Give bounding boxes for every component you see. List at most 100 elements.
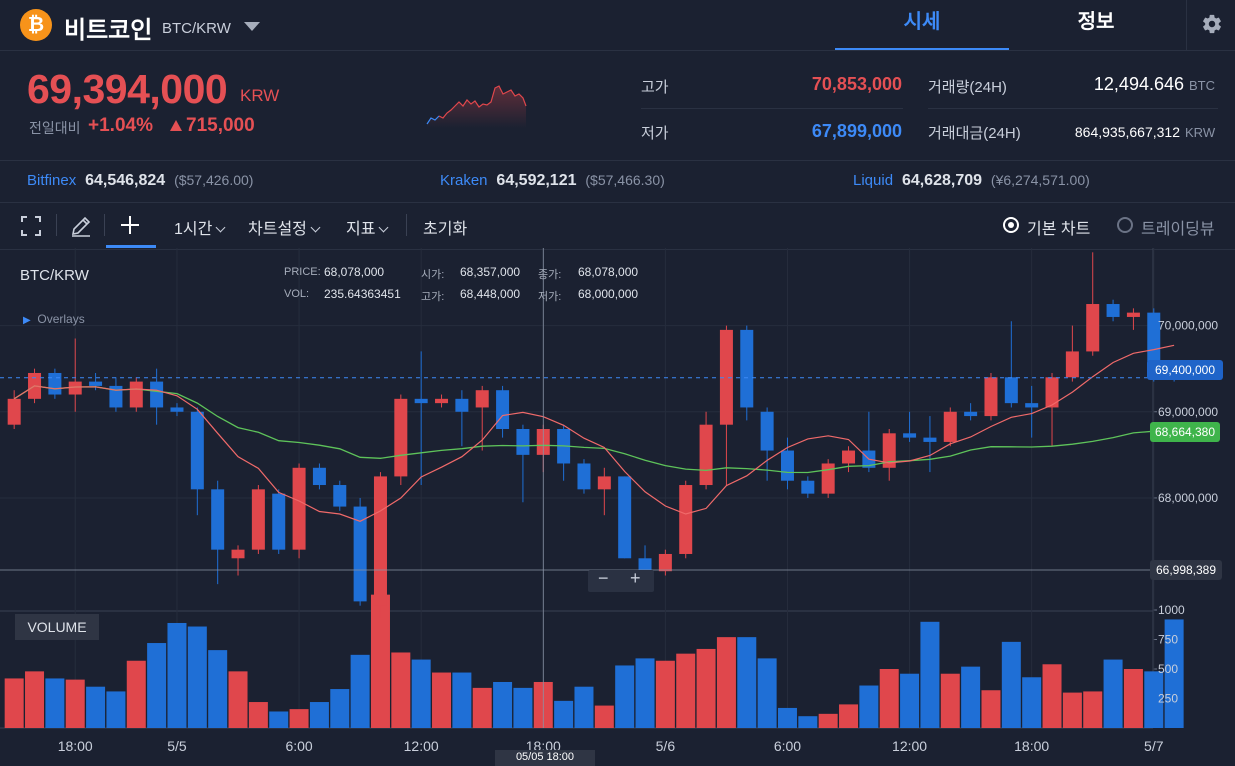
volume-bar: [1103, 659, 1123, 728]
high-value: 70,853,000: [811, 74, 902, 94]
volume-bar: [330, 689, 350, 728]
volume-bar: [269, 711, 289, 728]
exchange-bitfinex: Bitfinex 64,546,824 ($57,426.00): [27, 172, 253, 190]
candle-body: [780, 450, 794, 481]
volume-bar: [879, 669, 899, 728]
candle-body: [312, 467, 326, 486]
price-sparkline: [426, 85, 527, 128]
price-tick-label: 69,000,000: [1158, 405, 1218, 419]
chevron-down-icon: [310, 222, 321, 233]
candle-body: [211, 489, 225, 550]
candle-body: [842, 450, 856, 464]
price-tick-label: 68,000,000: [1158, 491, 1218, 505]
volume-bar: [818, 713, 838, 728]
volume-bar: [920, 621, 940, 728]
info-high-value: 68,448,000: [460, 287, 521, 301]
basic-chart-label[interactable]: 기본 차트: [1027, 221, 1091, 238]
volume-bar: [1164, 619, 1184, 728]
candle-body: [821, 463, 835, 494]
indicators-label: 지표: [346, 221, 376, 238]
chart-settings-dropdown[interactable]: 차트설정: [248, 215, 321, 239]
candle-body: [801, 480, 815, 494]
volume-bar: [859, 685, 879, 728]
low-value: 67,899,000: [811, 121, 902, 141]
time-tick-label: 5/5: [167, 738, 187, 754]
indicators-dropdown[interactable]: 지표: [346, 215, 389, 239]
info-close-label: 종가:: [538, 269, 562, 281]
candle-body: [903, 433, 917, 438]
candle-body: [984, 377, 998, 417]
pair-dropdown-caret-icon[interactable]: [244, 22, 260, 31]
candle-body: [190, 411, 204, 490]
price-tick-label: 70,000,000: [1158, 319, 1218, 333]
volume-bar: [757, 658, 777, 728]
exchange-usd: (¥6,274,571.00): [990, 172, 1090, 188]
volume-bar: [228, 671, 248, 728]
ma-value-tag: 68,664,380: [1150, 422, 1220, 442]
overlays-label: Overlays: [37, 312, 85, 326]
candle-body: [129, 381, 143, 408]
play-triangle-icon: ▶: [23, 315, 31, 326]
volume-bar: [716, 637, 736, 728]
tab-info[interactable]: 정보: [1077, 11, 1115, 33]
interval-dropdown[interactable]: 1시간: [174, 215, 226, 239]
volume-bar: [432, 672, 452, 728]
zoom-in-button[interactable]: +: [630, 568, 641, 588]
candle-body: [394, 398, 408, 477]
tab-price[interactable]: 시세: [835, 0, 1009, 50]
candle-body: [1126, 312, 1140, 317]
current-price: 69,394,000: [27, 66, 228, 112]
price-chart[interactable]: 70,000,000 69,000,000 68,000,000 1000 750 500…: [0, 248, 1235, 763]
exchange-price: 64,628,709: [901, 172, 983, 189]
volume-bar: [147, 643, 167, 728]
candle-body: [760, 411, 774, 451]
toolbar-divider: [56, 214, 57, 236]
toolbar-divider: [406, 214, 407, 236]
volume-bar: [167, 622, 187, 728]
reset-button[interactable]: 초기화: [423, 221, 468, 238]
overlays-toggle[interactable]: ▶ Overlays: [23, 312, 85, 326]
low-label: 저가: [641, 125, 669, 142]
tradingview-radio[interactable]: [1117, 217, 1133, 233]
crosshair-icon[interactable]: [120, 215, 140, 235]
volume-bar: [1062, 692, 1082, 728]
section-divider: [0, 160, 1235, 161]
info-low-value: 68,000,000: [578, 287, 639, 301]
volume-bar: [45, 678, 65, 728]
stat-divider: [928, 108, 1218, 109]
volume-bar: [655, 660, 675, 728]
info-vol-label: VOL:: [284, 288, 310, 300]
volume-tick-label: 1000: [1158, 603, 1185, 617]
active-tool-indicator: [106, 245, 156, 248]
coin-pair[interactable]: BTC/KRW: [162, 20, 231, 37]
fullscreen-icon[interactable]: [21, 216, 41, 236]
volume-bar: [940, 673, 960, 728]
info-vol-value: 235.64363451: [324, 287, 401, 301]
tradingview-label[interactable]: 트레이딩뷰: [1141, 221, 1215, 238]
info-price-label: PRICE:: [284, 266, 321, 278]
candle-body: [475, 390, 489, 408]
candle-body: [414, 398, 428, 404]
candle-body: [1004, 377, 1018, 404]
exchange-name: Bitfinex: [27, 172, 77, 189]
basic-chart-radio[interactable]: [1003, 217, 1019, 233]
candle-body: [353, 506, 367, 602]
volume-bar: [594, 705, 614, 728]
volume-24h-value: 12,494.646: [1093, 74, 1184, 94]
pencil-icon[interactable]: [70, 215, 92, 237]
coin-name[interactable]: 비트코인: [64, 17, 153, 44]
zoom-out-button[interactable]: −: [598, 568, 609, 588]
chart-toolbar: [0, 202, 1235, 250]
price-unit: KRW: [240, 86, 280, 105]
volume-bar: [1083, 691, 1103, 728]
turnover-24h-unit: KRW: [1185, 125, 1216, 140]
candle-body: [577, 463, 591, 490]
candle-body: [272, 493, 286, 550]
overlay-lines: [0, 248, 1153, 728]
volume-bar: [411, 659, 431, 728]
settings-button[interactable]: [1186, 0, 1235, 50]
volume-bar: [1042, 664, 1062, 728]
volume-24h-label: 거래량(24H): [928, 79, 1007, 96]
candle-body: [679, 485, 693, 554]
volume-bar: [1022, 677, 1042, 728]
